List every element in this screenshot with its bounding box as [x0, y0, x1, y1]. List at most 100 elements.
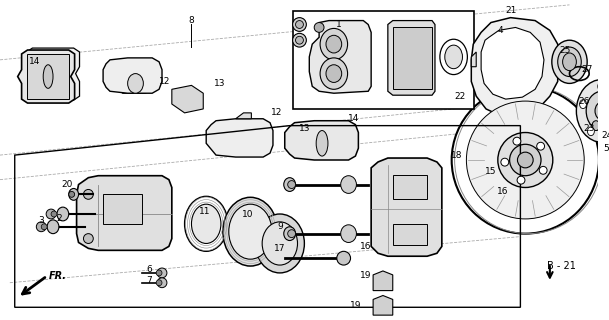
- Ellipse shape: [51, 211, 57, 217]
- Ellipse shape: [128, 74, 143, 93]
- Text: 1: 1: [336, 20, 342, 29]
- Ellipse shape: [320, 28, 348, 60]
- Polygon shape: [23, 48, 80, 100]
- Text: B - 21: B - 21: [547, 261, 576, 271]
- Ellipse shape: [501, 158, 509, 166]
- Ellipse shape: [37, 222, 46, 232]
- Text: 11: 11: [199, 206, 210, 216]
- Ellipse shape: [539, 166, 547, 174]
- Ellipse shape: [47, 220, 59, 234]
- Polygon shape: [27, 54, 69, 99]
- Text: 20: 20: [61, 180, 72, 189]
- Ellipse shape: [69, 188, 79, 200]
- Ellipse shape: [316, 131, 328, 156]
- Ellipse shape: [320, 58, 348, 89]
- Ellipse shape: [518, 152, 533, 168]
- Polygon shape: [18, 50, 75, 103]
- Ellipse shape: [69, 191, 75, 197]
- Ellipse shape: [580, 100, 586, 108]
- Ellipse shape: [452, 86, 599, 234]
- Text: 24: 24: [601, 131, 609, 140]
- Text: 7: 7: [146, 276, 152, 285]
- Ellipse shape: [498, 132, 553, 188]
- Polygon shape: [388, 20, 435, 95]
- Polygon shape: [373, 295, 393, 315]
- Ellipse shape: [595, 102, 609, 120]
- Polygon shape: [471, 52, 476, 67]
- Text: 21: 21: [505, 6, 516, 15]
- Text: 16: 16: [359, 242, 371, 251]
- Text: 12: 12: [160, 77, 171, 86]
- Ellipse shape: [326, 65, 342, 83]
- Ellipse shape: [576, 79, 609, 142]
- Ellipse shape: [185, 196, 228, 251]
- Ellipse shape: [287, 230, 295, 237]
- Text: 8: 8: [189, 16, 194, 25]
- Polygon shape: [221, 121, 260, 155]
- Ellipse shape: [284, 178, 295, 191]
- Ellipse shape: [337, 251, 351, 265]
- Text: 22: 22: [454, 92, 465, 101]
- Bar: [393, 175, 427, 199]
- Bar: [103, 194, 143, 224]
- Polygon shape: [285, 121, 358, 160]
- Text: 19: 19: [359, 271, 371, 280]
- Text: 13: 13: [214, 79, 226, 88]
- Text: 18: 18: [451, 151, 462, 160]
- Ellipse shape: [156, 280, 162, 286]
- Text: 19: 19: [350, 301, 361, 310]
- Ellipse shape: [292, 18, 306, 31]
- Ellipse shape: [552, 40, 587, 84]
- Ellipse shape: [157, 278, 167, 288]
- Ellipse shape: [586, 91, 609, 131]
- Ellipse shape: [255, 214, 304, 273]
- Ellipse shape: [284, 227, 295, 241]
- Polygon shape: [115, 60, 155, 93]
- Text: 3: 3: [38, 216, 44, 225]
- Ellipse shape: [440, 39, 467, 75]
- Ellipse shape: [314, 22, 324, 32]
- Text: 17: 17: [274, 244, 286, 253]
- Text: 12: 12: [271, 108, 283, 117]
- Text: 25: 25: [559, 45, 570, 54]
- Ellipse shape: [558, 47, 581, 76]
- Ellipse shape: [466, 101, 584, 219]
- Text: 23: 23: [583, 124, 595, 133]
- Text: 14: 14: [348, 114, 359, 123]
- Ellipse shape: [598, 82, 605, 91]
- Text: 26: 26: [579, 97, 590, 106]
- Ellipse shape: [513, 137, 521, 145]
- Text: 14: 14: [29, 57, 40, 66]
- Bar: [393, 224, 427, 245]
- Ellipse shape: [592, 121, 600, 131]
- Polygon shape: [172, 85, 203, 113]
- Polygon shape: [236, 113, 252, 119]
- Text: 6: 6: [146, 266, 152, 275]
- Polygon shape: [77, 176, 172, 250]
- Polygon shape: [371, 158, 442, 256]
- Ellipse shape: [83, 234, 93, 244]
- Text: 2: 2: [56, 214, 62, 223]
- Ellipse shape: [295, 20, 303, 28]
- Text: 27: 27: [582, 65, 593, 74]
- Text: 15: 15: [485, 167, 497, 176]
- Ellipse shape: [156, 270, 162, 276]
- Text: 4: 4: [498, 26, 504, 35]
- Ellipse shape: [510, 144, 541, 176]
- Text: 13: 13: [298, 124, 310, 133]
- Polygon shape: [373, 271, 393, 291]
- Text: 9: 9: [277, 222, 283, 231]
- Ellipse shape: [83, 189, 93, 199]
- Polygon shape: [103, 58, 162, 93]
- Text: 16: 16: [497, 187, 509, 196]
- Ellipse shape: [295, 36, 303, 44]
- Ellipse shape: [445, 45, 462, 69]
- Ellipse shape: [157, 268, 167, 278]
- Bar: [292, 11, 474, 109]
- Ellipse shape: [41, 224, 47, 230]
- Ellipse shape: [340, 176, 356, 193]
- Text: 5: 5: [603, 144, 609, 153]
- Polygon shape: [471, 18, 558, 116]
- Ellipse shape: [563, 53, 576, 71]
- Polygon shape: [481, 28, 544, 99]
